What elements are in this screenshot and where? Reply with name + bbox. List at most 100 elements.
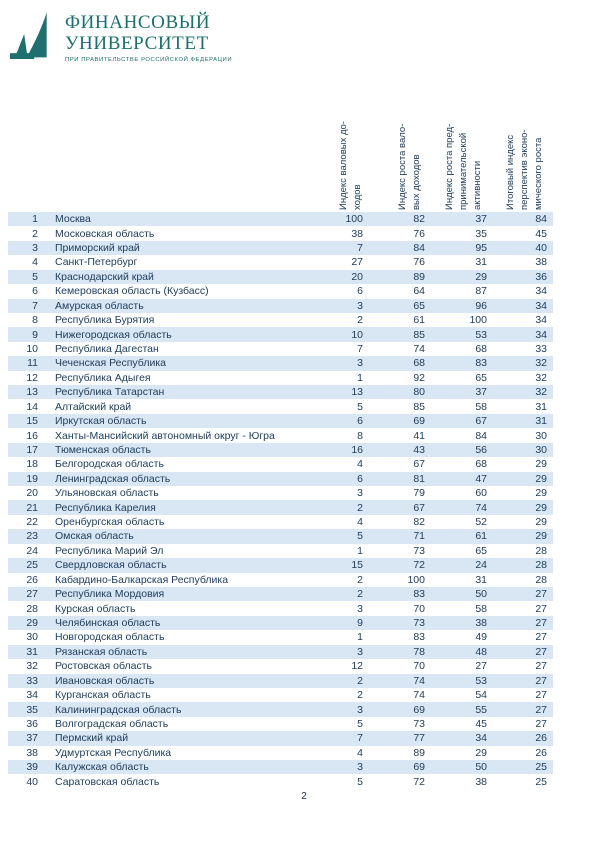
value-cell: 27 [535, 674, 547, 687]
value-cell: 15 [351, 559, 363, 572]
value-cell: 24 [475, 559, 487, 572]
value-cell: 27 [535, 660, 547, 673]
value-cell: 3 [357, 645, 363, 658]
table-row: 29 Челябинская область 9 73 38 27 [8, 615, 553, 631]
rank-cell: 26 [26, 573, 38, 586]
rank-cell: 2 [32, 227, 38, 240]
value-cell: 2 [357, 501, 363, 514]
region-name-cell: Московская область [55, 227, 155, 240]
value-cell: 55 [475, 703, 487, 716]
value-cell: 69 [413, 415, 425, 428]
region-name-cell: Санкт-Петербург [55, 256, 138, 269]
value-cell: 6 [357, 472, 363, 485]
sailboat-logo-icon [10, 12, 47, 59]
value-cell: 76 [413, 256, 425, 269]
rank-cell: 4 [32, 256, 38, 269]
logo-text: ФИНАНСОВЫЙ УНИВЕРСИТЕТ ПРИ ПРАВИТЕЛЬСТВЕ… [65, 7, 232, 63]
value-cell: 72 [413, 775, 425, 788]
region-name-cell: Республика Бурятия [55, 314, 155, 327]
value-cell: 3 [357, 487, 363, 500]
rank-cell: 12 [26, 371, 38, 384]
value-cell: 27 [535, 617, 547, 630]
table-row: 39 Калужская область 3 69 50 25 [8, 760, 553, 775]
value-cell: 29 [535, 487, 547, 500]
value-cell: 1 [357, 631, 363, 644]
region-name-cell: Республика Мордовия [55, 588, 165, 601]
table-row: 18 Белгородская область 4 67 68 29 [8, 457, 553, 471]
value-cell: 58 [475, 602, 487, 615]
value-cell: 16 [351, 443, 363, 456]
value-cell: 3 [357, 357, 363, 370]
value-cell: 68 [475, 458, 487, 471]
value-cell: 12 [351, 660, 363, 673]
rank-cell: 25 [26, 559, 38, 572]
value-cell: 2 [357, 314, 363, 327]
rank-cell: 7 [32, 299, 38, 312]
rank-cell: 13 [26, 386, 38, 399]
rank-cell: 40 [26, 775, 38, 788]
rank-cell: 22 [26, 516, 38, 529]
value-cell: 26 [535, 732, 547, 745]
value-cell: 7 [357, 343, 363, 355]
region-name-cell: Чеченская Республика [55, 357, 166, 370]
column-header-text: Индекс валовых до-ходов [338, 121, 363, 210]
table-row: 30 Новгородская область 1 83 49 27 [8, 630, 553, 644]
table-row: 16 Ханты-Мансийский автономный округ - Юг… [8, 428, 553, 442]
value-cell: 87 [475, 285, 487, 298]
value-cell: 64 [413, 285, 425, 298]
value-cell: 31 [535, 400, 547, 413]
rank-cell: 8 [32, 314, 38, 327]
region-name-cell: Республика Татарстан [55, 386, 165, 399]
value-cell: 68 [475, 343, 487, 355]
table-row: 23 Омская область 5 71 61 29 [8, 529, 553, 544]
value-cell: 2 [357, 588, 363, 601]
value-cell: 7 [357, 732, 363, 745]
value-cell: 48 [475, 645, 487, 658]
value-cell: 73 [413, 717, 425, 730]
rank-cell: 38 [26, 746, 38, 759]
value-cell: 67 [475, 415, 487, 428]
region-name-cell: Калужская область [55, 761, 149, 774]
table-row: 31 Рязанская область 3 78 48 27 [8, 644, 553, 660]
value-cell: 32 [535, 371, 547, 384]
rank-cell: 20 [26, 487, 38, 500]
rank-cell: 37 [26, 732, 38, 745]
region-name-cell: Новгородская область [55, 631, 165, 644]
value-cell: 38 [475, 617, 487, 630]
table-row: 38 Удмуртская Республика 4 89 29 26 [8, 746, 553, 760]
rank-cell: 9 [32, 328, 38, 341]
value-cell: 43 [413, 443, 425, 456]
region-name-cell: Иркутская область [55, 415, 147, 428]
region-name-cell: Свердловская область [55, 559, 167, 572]
rank-cell: 19 [26, 472, 38, 485]
table-row: 26 Кабардино-Балкарская Республика 2 100 31 2… [8, 573, 553, 587]
value-cell: 28 [535, 573, 547, 586]
region-name-cell: Амурская область [55, 299, 144, 312]
column-header-text: Индекс роста пред-принимательской активно… [444, 123, 483, 210]
value-cell: 32 [535, 386, 547, 399]
value-cell: 27 [475, 660, 487, 673]
value-cell: 35 [475, 227, 487, 240]
value-cell: 32 [535, 357, 547, 370]
value-cell: 8 [357, 429, 363, 442]
table-row: 37 Пермский край 7 77 34 26 [8, 731, 553, 746]
value-cell: 33 [535, 343, 547, 355]
rank-cell: 30 [26, 631, 38, 644]
value-cell: 70 [413, 660, 425, 673]
value-cell: 41 [413, 429, 425, 442]
value-cell: 89 [413, 746, 425, 759]
value-cell: 69 [413, 703, 425, 716]
value-cell: 78 [413, 645, 425, 658]
value-cell: 29 [475, 746, 487, 759]
value-cell: 100 [345, 213, 363, 226]
table-row: 6 Кемеровская область (Кузбасс) 6 64 87 34 [8, 284, 553, 298]
value-cell: 2 [357, 689, 363, 702]
value-cell: 100 [407, 573, 425, 586]
region-name-cell: Тюменская область [55, 443, 151, 456]
value-cell: 1 [357, 371, 363, 384]
table-row: 4 Санкт-Петербург 27 76 31 38 [8, 255, 553, 269]
region-name-cell: Курганская область [55, 689, 151, 702]
value-cell: 3 [357, 602, 363, 615]
value-cell: 60 [475, 487, 487, 500]
